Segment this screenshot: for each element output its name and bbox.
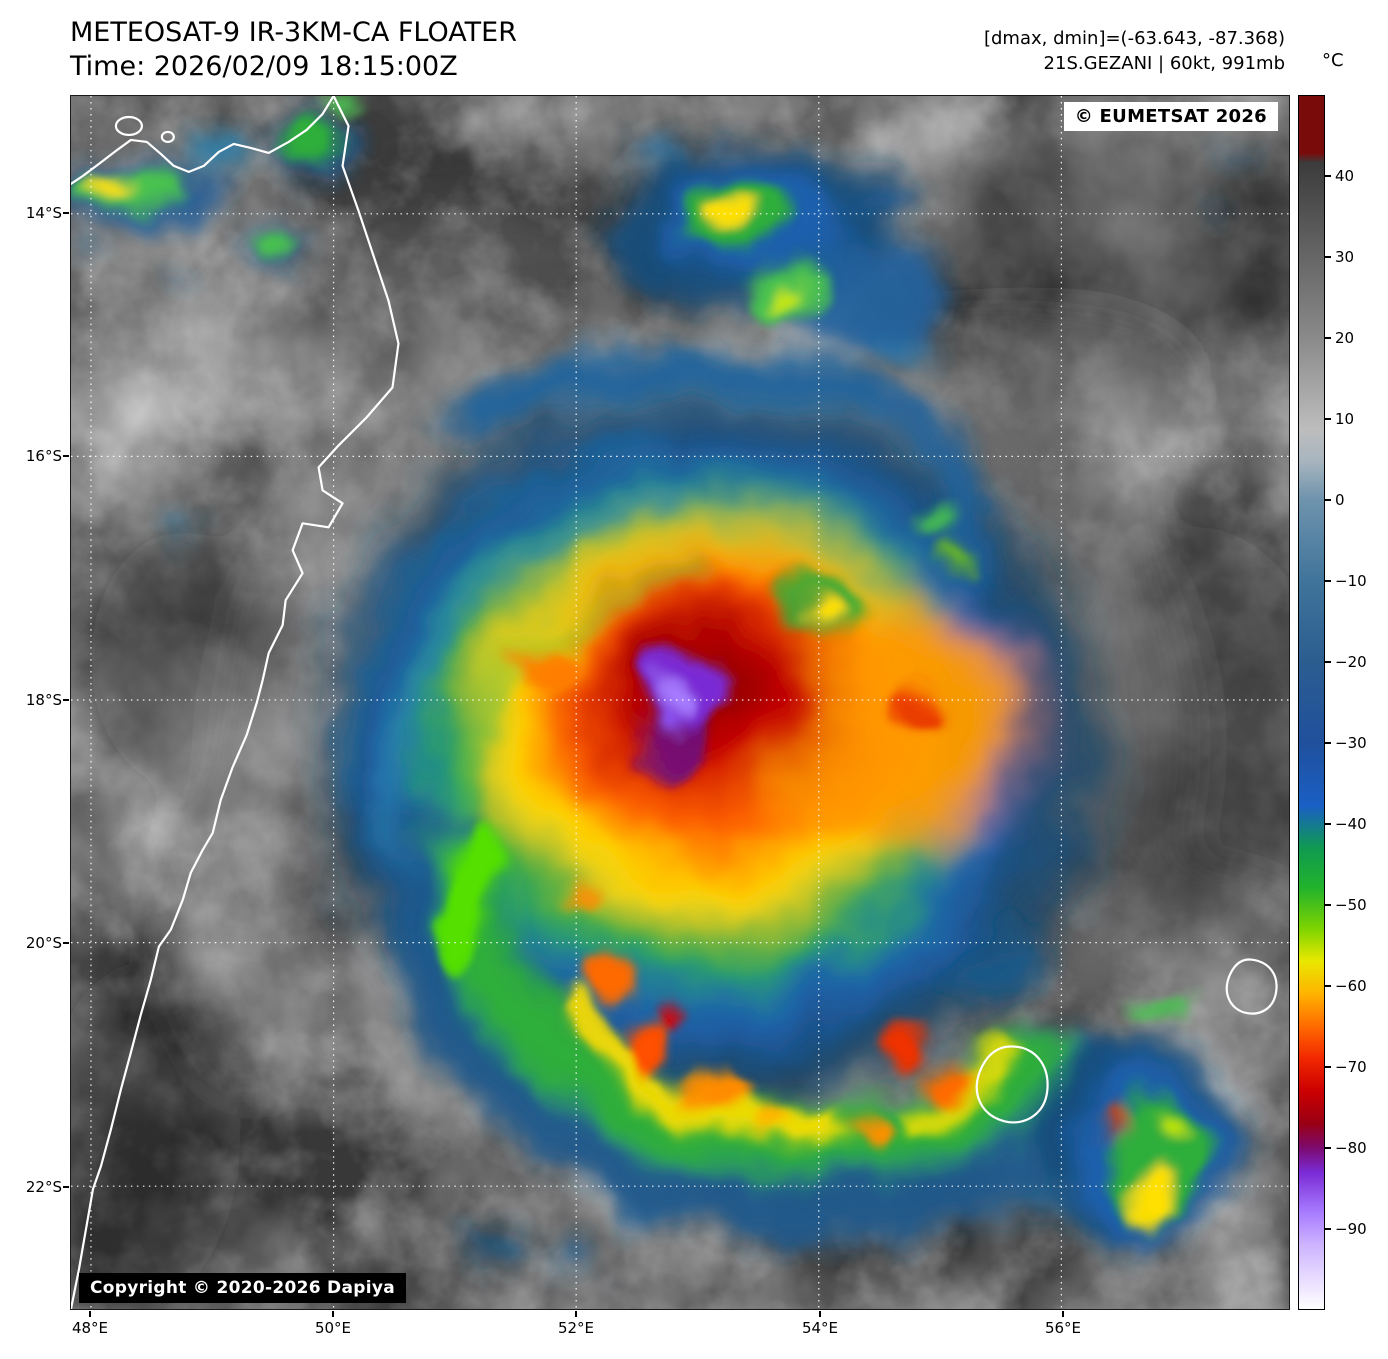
colorbar-tick-mark (1325, 823, 1331, 825)
grid-lines (71, 96, 1289, 1309)
lon-tick-label: 48°E (71, 1319, 109, 1337)
colorbar-tick-mark (1325, 256, 1331, 258)
colorbar-tick-mark (1325, 418, 1331, 420)
reunion-island-outline (975, 1045, 1049, 1124)
colorbar-tick: −20 (1325, 652, 1367, 672)
colorbar-tick-mark (1325, 175, 1331, 177)
madagascar-coastline (71, 96, 400, 1309)
colorbar-tick: 30 (1325, 247, 1354, 267)
colorbar-tick-label: −30 (1335, 734, 1367, 752)
colorbar-tick: −50 (1325, 895, 1367, 915)
colorbar-tick-mark (1325, 580, 1331, 582)
colorbar-tick-label: −10 (1335, 572, 1367, 590)
colorbar-tick-mark (1325, 1228, 1331, 1230)
colorbar-tick-label: 40 (1335, 167, 1355, 185)
colorbar-tick-mark (1325, 904, 1331, 906)
lat-tick-mark (63, 212, 69, 214)
lat-tick-mark (63, 699, 69, 701)
colorbar-tick-mark (1325, 1066, 1331, 1068)
cyclone-cells (71, 96, 1210, 1229)
lon-tick-mark (332, 1311, 334, 1317)
cyclone (71, 96, 1254, 1275)
storm-info-label: 21S.GEZANI | 60kt, 991mb (1043, 53, 1285, 74)
colorbar-tick-label: −70 (1335, 1058, 1367, 1076)
colorbar-tick-label: 0 (1335, 491, 1345, 509)
colorbar-tick: 0 (1325, 490, 1345, 510)
provider-credit-badge: © EUMETSAT 2026 (1063, 102, 1278, 131)
lon-tick-label: 52°E (557, 1319, 595, 1337)
colorbar-tick: −40 (1325, 814, 1367, 834)
lon-tick-mark (819, 1311, 821, 1317)
lat-tick-label: 14°S (25, 204, 62, 222)
satellite-image-canvas (71, 96, 1289, 1309)
product-title: METEOSAT-9 IR-3KM-CA FLOATER (70, 17, 517, 48)
copyright-badge: Copyright © 2020-2026 Dapiya (79, 1273, 406, 1303)
lon-tick-label: 54°E (801, 1319, 839, 1337)
colorbar-tick-label: −40 (1335, 815, 1367, 833)
colorbar-tick: 10 (1325, 409, 1354, 429)
colorbar-tick-label: −80 (1335, 1139, 1367, 1157)
lat-tick-label: 18°S (25, 691, 62, 709)
lon-tick-mark (1062, 1311, 1064, 1317)
lon-tick-label: 50°E (314, 1319, 352, 1337)
mauritius-island-outline (1225, 958, 1278, 1015)
colorbar-tick-label: 20 (1335, 329, 1355, 347)
lon-tick-mark (575, 1311, 577, 1317)
lon-tick-mark (89, 1311, 91, 1317)
lat-tick-mark (63, 1186, 69, 1188)
lat-tick-label: 22°S (25, 1178, 62, 1196)
colorbar-tick-label: 30 (1335, 248, 1355, 266)
colorbar-tick-mark (1325, 742, 1331, 744)
lon-tick-label: 56°E (1044, 1319, 1082, 1337)
colorbar-tick-label: −90 (1335, 1220, 1367, 1238)
colorbar-tick: −70 (1325, 1057, 1367, 1077)
lat-tick-label: 20°S (25, 934, 62, 952)
colorbar-tick-mark (1325, 499, 1331, 501)
lat-tick-label: 16°S (25, 447, 62, 465)
cyclone-eye (636, 654, 732, 781)
colorbar-unit-label: °C (1322, 50, 1344, 71)
colorbar-tick-mark (1325, 337, 1331, 339)
info-block: [dmax, dmin]=(-63.643, -87.368) 21S.GEZA… (984, 26, 1285, 76)
colorbar-tick-mark (1325, 985, 1331, 987)
lat-tick-mark (63, 455, 69, 457)
title-block: METEOSAT-9 IR-3KM-CA FLOATER Time: 2026/… (70, 16, 517, 84)
colorbar-tick: 20 (1325, 328, 1354, 348)
colorbar-tick-label: −50 (1335, 896, 1367, 914)
colorbar-tick-label: 10 (1335, 410, 1355, 428)
colorbar-tick: −90 (1325, 1219, 1367, 1239)
temperature-colorbar (1298, 95, 1325, 1310)
lat-tick-mark (63, 942, 69, 944)
range-info-label: [dmax, dmin]=(-63.643, -87.368) (983, 28, 1285, 49)
colorbar-tick: −60 (1325, 976, 1367, 996)
colorbar-tick-label: −60 (1335, 977, 1367, 995)
colorbar-tick: −30 (1325, 733, 1367, 753)
colorbar-tick-label: −20 (1335, 653, 1367, 671)
colorbar-tick-mark (1325, 1147, 1331, 1149)
timestamp-label: Time: 2026/02/09 18:15:00Z (70, 51, 458, 82)
colorbar-tick: −80 (1325, 1138, 1367, 1158)
colorbar-tick: −10 (1325, 571, 1367, 591)
satellite-image: © EUMETSAT 2026 Copyright © 2020-2026 Da… (70, 95, 1290, 1310)
colorbar-tick: 40 (1325, 166, 1354, 186)
colorbar-tick-mark (1325, 661, 1331, 663)
